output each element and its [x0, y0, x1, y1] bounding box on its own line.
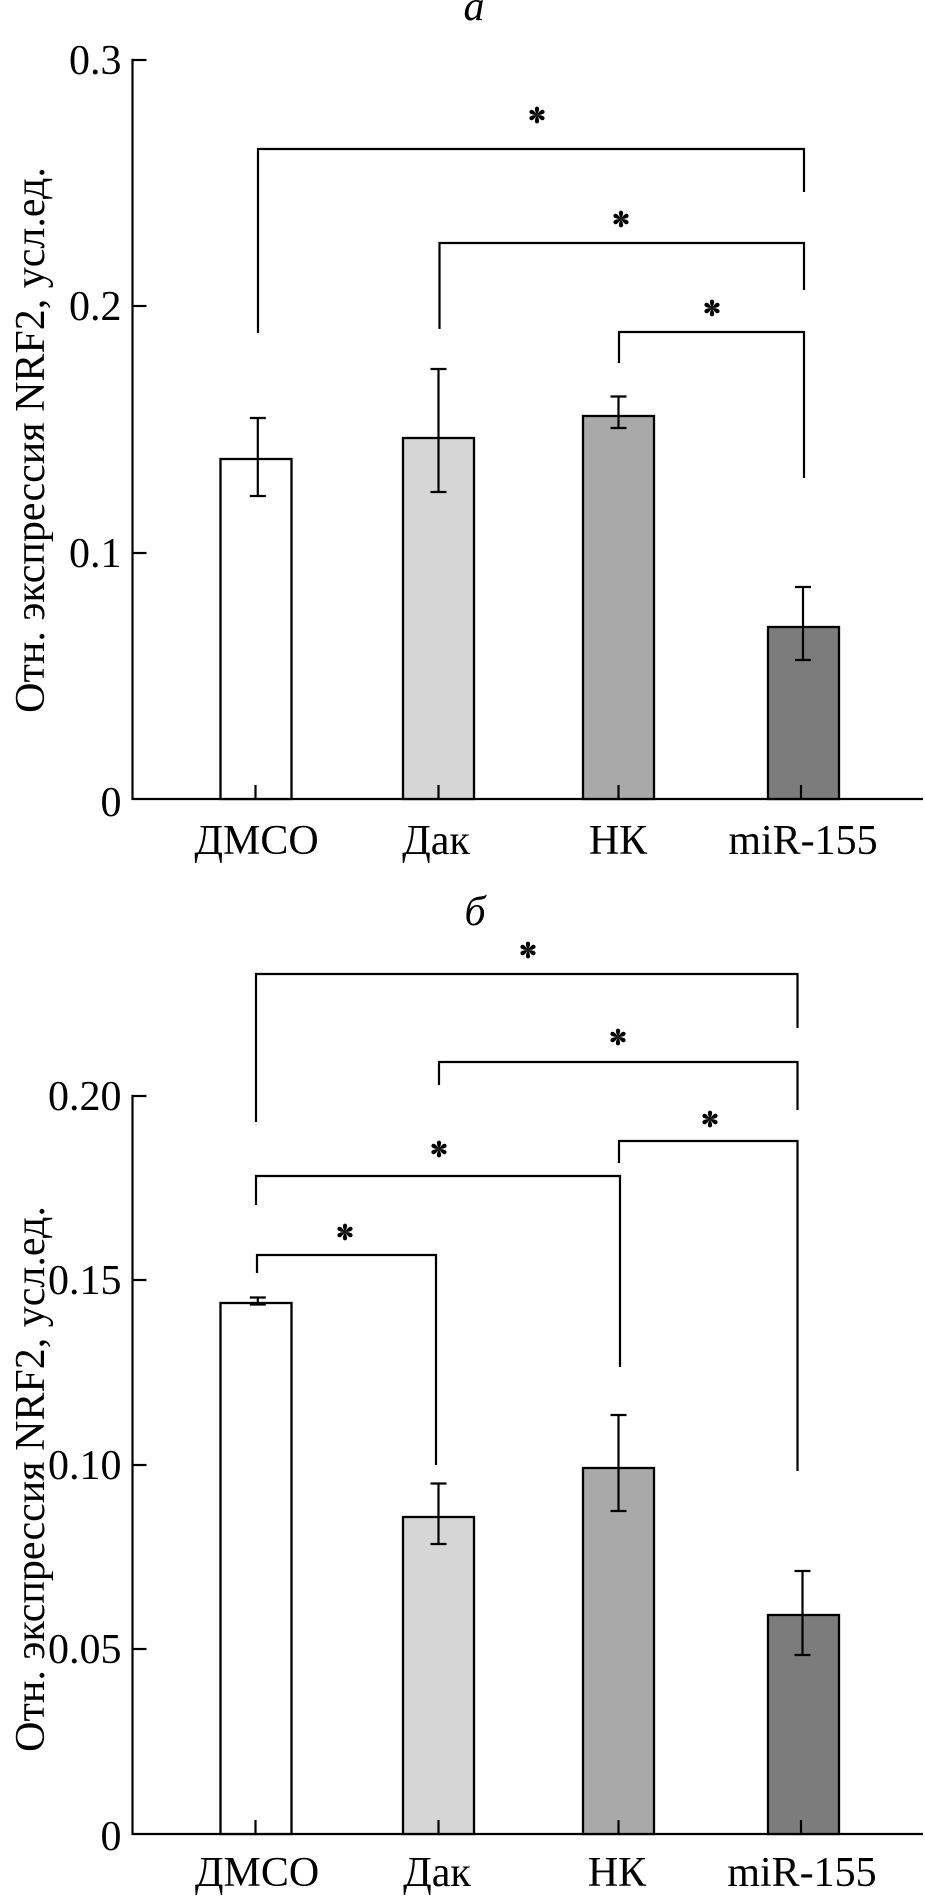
svg-text:Отн. экспрессия NRF2, усл.ед.: Отн. экспрессия NRF2, усл.ед.	[8, 167, 54, 713]
svg-text:miR-155: miR-155	[727, 1850, 876, 1896]
svg-text:0.10: 0.10	[48, 1443, 122, 1489]
svg-text:0: 0	[101, 780, 122, 826]
svg-text:0.1: 0.1	[69, 531, 122, 577]
svg-text:0.15: 0.15	[48, 1258, 122, 1304]
svg-text:0.2: 0.2	[69, 284, 122, 330]
svg-text:Дак: Дак	[402, 818, 470, 864]
svg-text:0.05: 0.05	[48, 1627, 122, 1673]
svg-text:0.20: 0.20	[48, 1074, 122, 1120]
svg-text:Дак: Дак	[403, 1850, 471, 1896]
svg-text:НК: НК	[589, 818, 648, 864]
svg-text:НК: НК	[588, 1850, 647, 1896]
svg-text:ДМСО: ДМСО	[195, 1850, 319, 1896]
svg-text:Отн. экспрессия NRF2, усл.ед.: Отн. экспрессия NRF2, усл.ед.	[8, 1206, 54, 1752]
svg-text:0.3: 0.3	[69, 38, 122, 84]
svg-text:а: а	[464, 0, 485, 30]
svg-text:ДМСО: ДМСО	[194, 818, 318, 864]
svg-text:0: 0	[101, 1814, 122, 1860]
svg-text:б: б	[464, 889, 487, 935]
svg-text:miR-155: miR-155	[728, 818, 877, 864]
